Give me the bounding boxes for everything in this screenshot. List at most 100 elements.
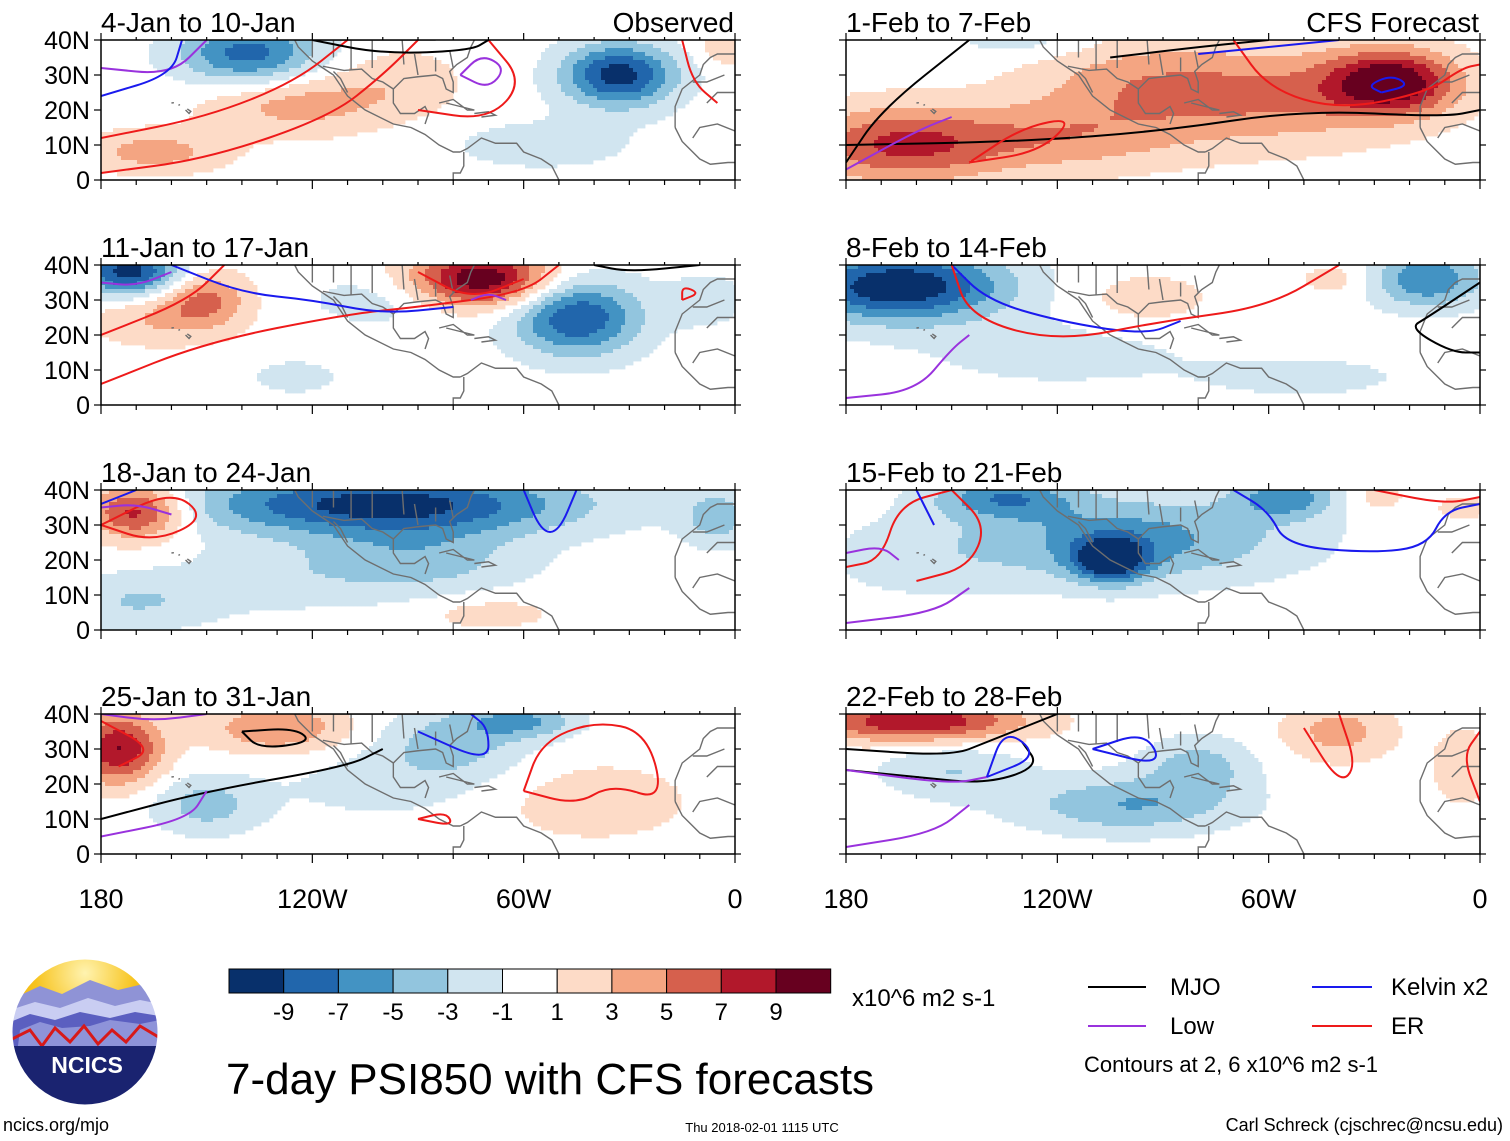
field-cell [217, 124, 222, 129]
field-cell [625, 84, 630, 89]
field-cell [1222, 60, 1227, 65]
field-cell [521, 136, 526, 141]
field-cell [237, 44, 242, 49]
field-cell [189, 68, 194, 73]
field-cell [1442, 88, 1447, 93]
field-cell [153, 140, 158, 145]
field-cell [153, 64, 158, 69]
field-cell [1450, 84, 1455, 89]
field-cell [405, 104, 410, 109]
field-cell [1466, 88, 1471, 93]
field-cell [605, 44, 610, 49]
field-cell [633, 56, 638, 61]
field-cell [1114, 88, 1119, 93]
field-cell [1478, 76, 1480, 81]
field-cell [477, 144, 482, 149]
coastline [452, 152, 465, 180]
field-cell [189, 172, 194, 177]
field-cell [613, 100, 618, 105]
field-cell [1310, 80, 1315, 85]
field-cell [645, 112, 650, 117]
field-cell [1166, 44, 1171, 49]
field-cell [1450, 52, 1455, 57]
field-cell [1046, 72, 1051, 77]
field-cell [517, 124, 522, 129]
field-cell [197, 140, 202, 145]
field-cell [205, 124, 210, 129]
field-cell [1342, 84, 1347, 89]
field-cell [149, 168, 154, 173]
field-cell [1326, 48, 1331, 53]
field-cell [425, 88, 430, 93]
field-cell [577, 124, 582, 129]
field-cell [1478, 92, 1480, 97]
field-cell [1242, 56, 1247, 61]
field-cell [437, 76, 442, 81]
field-cell [1346, 64, 1351, 69]
field-cell [657, 52, 662, 57]
field-cell [1078, 92, 1083, 97]
field-cell [241, 132, 246, 137]
field-cell [641, 60, 646, 65]
field-cell [329, 88, 334, 93]
field-cell [1374, 64, 1379, 69]
field-cell [1118, 44, 1123, 49]
field-cell [1098, 84, 1103, 89]
field-cell [1330, 44, 1335, 49]
field-cell [425, 56, 430, 61]
field-cell [1190, 76, 1195, 81]
field-cell [369, 84, 374, 89]
field-cell [121, 140, 126, 145]
field-cell [269, 112, 274, 117]
field-cell [169, 136, 174, 141]
field-cell [169, 124, 174, 129]
field-cell [181, 56, 186, 61]
field-cell [545, 52, 550, 57]
field-cell [1446, 88, 1451, 93]
field-cell [397, 88, 402, 93]
field-cell [541, 144, 546, 149]
field-cell [273, 100, 278, 105]
field-cell [1286, 100, 1291, 105]
field-cell [1226, 84, 1231, 89]
field-cell [241, 56, 246, 61]
field-cell [693, 72, 698, 77]
field-cell [1426, 80, 1431, 85]
field-cell [409, 96, 414, 101]
field-cell [637, 96, 642, 101]
field-cell [357, 88, 362, 93]
field-cell [393, 80, 398, 85]
field-cell [145, 160, 150, 165]
field-cell [1086, 56, 1091, 61]
field-cell [409, 52, 414, 57]
field-cell [649, 116, 654, 121]
field-cell [117, 128, 122, 133]
field-cell [405, 60, 410, 65]
field-cell [1074, 88, 1079, 93]
field-cell [1294, 72, 1299, 77]
field-cell [1082, 72, 1087, 77]
field-cell [1350, 44, 1355, 49]
field-cell [225, 108, 230, 113]
field-cell [193, 164, 198, 169]
field-cell [409, 84, 414, 89]
field-cell [1310, 64, 1315, 69]
field-cell [1130, 76, 1135, 81]
field-cell [657, 104, 662, 109]
field-cell [1402, 92, 1407, 97]
field-cell [421, 104, 426, 109]
field-cell [557, 96, 562, 101]
field-cell [361, 128, 366, 133]
field-cell [645, 52, 650, 57]
field-cell [189, 120, 194, 125]
field-cell [1466, 80, 1471, 85]
field-cell [221, 152, 226, 157]
field-cell [277, 96, 282, 101]
field-cell [1426, 52, 1431, 57]
field-cell [1282, 84, 1287, 89]
field-cell [1222, 84, 1227, 89]
field-cell [553, 116, 558, 121]
field-cell [1474, 80, 1479, 85]
field-cell [1326, 84, 1331, 89]
field-cell [245, 124, 250, 129]
